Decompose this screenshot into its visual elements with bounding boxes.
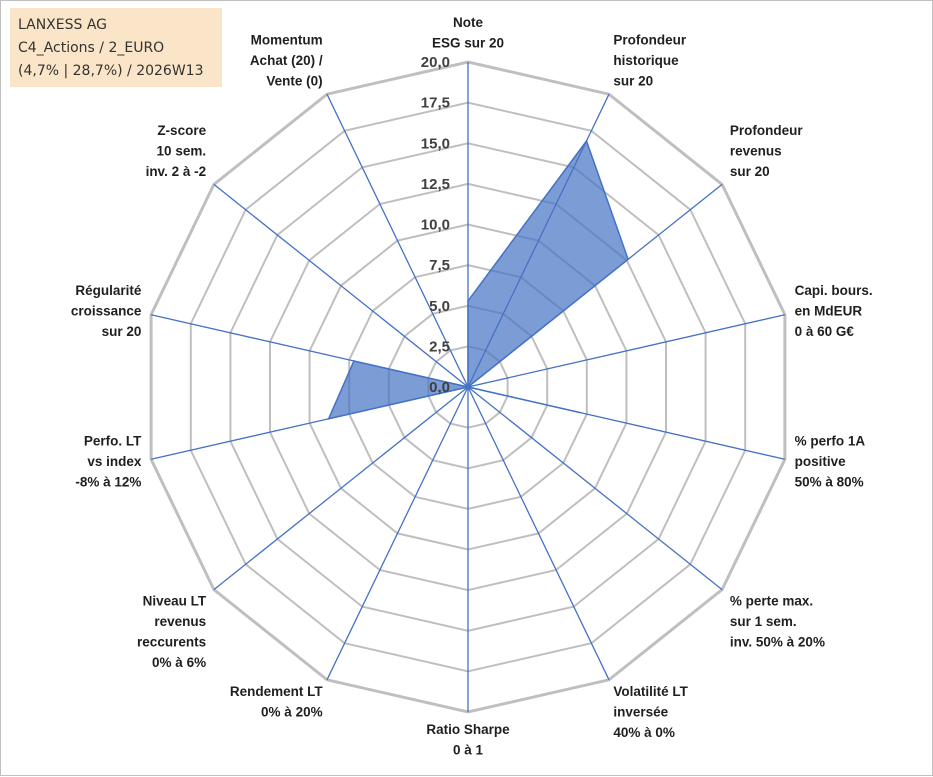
tick-label: 12,5 <box>421 176 450 193</box>
period-label: (4,7% | 28,7%) / 2026W13 <box>18 63 204 79</box>
axis-label-line: revenus <box>154 614 206 629</box>
axis-label-line: 40% à 0% <box>613 725 675 740</box>
axis-label-line: positive <box>795 454 847 469</box>
axis-label: % perte max. sur 1 sem. inv. 50% à 20% <box>730 594 825 650</box>
company-name: LANXESS AG <box>18 17 108 33</box>
axis-label-line: inv. 2 à -2 <box>146 164 207 179</box>
axis-label: Régularité croissance sur 20 <box>71 283 142 339</box>
axis-label-line: historique <box>613 53 679 68</box>
axis-label-line: sur 20 <box>613 74 653 89</box>
axis-label: Perfo. LT vs index -8% à 12% <box>75 433 142 489</box>
axis-label-line: -8% à 12% <box>75 474 141 489</box>
axis-label-line: Vente (0) <box>266 74 322 89</box>
axis-label-line: Note <box>453 15 483 30</box>
axis-label-line: % perte max. <box>730 594 813 609</box>
tick-label: 7,5 <box>429 257 450 274</box>
axis-label-line: Perfo. LT <box>84 433 142 448</box>
axis-label: Niveau LT revenus reccurents 0% à 6% <box>137 594 207 671</box>
axis-label-line: Ratio Sharpe <box>426 722 510 737</box>
axis-label-line: Profondeur <box>730 123 803 138</box>
axis-label-line: 50% à 80% <box>795 474 864 489</box>
axis-label-line: 0 à 60 G€ <box>795 324 855 339</box>
axis-labels: Note ESG sur 20 Profondeur historique sur 20… <box>71 15 873 758</box>
series-point <box>580 412 581 414</box>
axis-label-line: 0% à 20% <box>261 704 323 719</box>
axis-label-line: reccurents <box>137 635 206 650</box>
axis-label-line: Régularité <box>75 283 142 298</box>
series-point <box>627 258 629 260</box>
axis-label-line: Volatilité LT <box>613 684 688 699</box>
axis-label: Note ESG sur 20 <box>432 15 504 51</box>
axis-label-line: Profondeur <box>613 33 686 48</box>
axis-label-line: % perfo 1A <box>795 433 866 448</box>
axis-label-line: Momentum <box>251 33 323 48</box>
axis-label-line: sur 1 sem. <box>730 614 797 629</box>
axis-label-line: revenus <box>730 143 782 158</box>
axis-label-line: 0 à 1 <box>453 743 484 758</box>
tick-label: 10,0 <box>421 217 450 234</box>
series-point <box>586 140 587 142</box>
axis-label: Volatilité LT inversée 40% à 0% <box>613 684 688 740</box>
axis-label-line: 0% à 6% <box>152 655 206 670</box>
tick-label: 15,0 <box>421 135 450 152</box>
series-point <box>467 386 469 388</box>
axis-label: Profondeur historique sur 20 <box>613 33 686 89</box>
axis-label-line: Niveau LT <box>143 594 207 609</box>
axis-label: % perfo 1A positive 50% à 80% <box>795 433 866 489</box>
series-point <box>467 300 469 302</box>
axis-label: Profondeur revenus sur 20 <box>730 123 803 179</box>
axis-spoke <box>326 386 469 681</box>
axis-label-line: Capi. bours. <box>795 283 873 298</box>
axis-label-line: sur 20 <box>730 164 770 179</box>
info-box: LANXESS AG C4_Actions / 2_EURO (4,7% | 2… <box>10 8 222 87</box>
tick-label: 2,5 <box>429 338 450 355</box>
series-point <box>353 360 355 362</box>
axis-label-line: Rendement LT <box>230 684 324 699</box>
axis-label: Momentum Achat (20) / Vente (0) <box>250 33 323 89</box>
axis-label: Z-score 10 sem. inv. 2 à -2 <box>146 123 207 179</box>
axis-label-line: Achat (20) / <box>250 53 323 68</box>
axis-spoke <box>213 183 469 388</box>
axis-label-line: Z-score <box>157 123 206 138</box>
axis-spoke <box>467 386 610 681</box>
portfolio-label: C4_Actions / 2_EURO <box>18 40 165 56</box>
tick-label: 5,0 <box>429 298 450 315</box>
axis-spoke <box>213 386 469 591</box>
axis-label: Rendement LT 0% à 20% <box>230 684 324 720</box>
axis-spoke <box>326 93 469 388</box>
axis-label-line: en MdEUR <box>795 304 863 319</box>
axis-label-line: inversée <box>613 704 668 719</box>
axis-label-line: 10 sem. <box>157 143 207 158</box>
tick-label: 20,0 <box>421 54 450 71</box>
axis-label-line: croissance <box>71 304 142 319</box>
series-area <box>327 139 629 420</box>
radial-tick-labels: 0,0 2,5 5,0 7,5 10,0 12,5 15,0 17,5 20,0 <box>421 54 450 396</box>
tick-label: 17,5 <box>421 95 450 112</box>
axis-label-line: ESG sur 20 <box>432 36 504 51</box>
axis-spoke <box>467 314 786 388</box>
series-point <box>328 418 330 420</box>
axis-spoke <box>467 386 723 591</box>
axis-label: Capi. bours. en MdEUR 0 à 60 G€ <box>795 283 873 339</box>
tick-label: 0,0 <box>429 379 450 396</box>
axis-label: Ratio Sharpe 0 à 1 <box>426 722 510 758</box>
axis-label-line: inv. 50% à 20% <box>730 635 825 650</box>
axis-label-line: vs index <box>87 454 142 469</box>
radar-series <box>327 139 629 420</box>
axis-label-line: sur 20 <box>102 324 142 339</box>
